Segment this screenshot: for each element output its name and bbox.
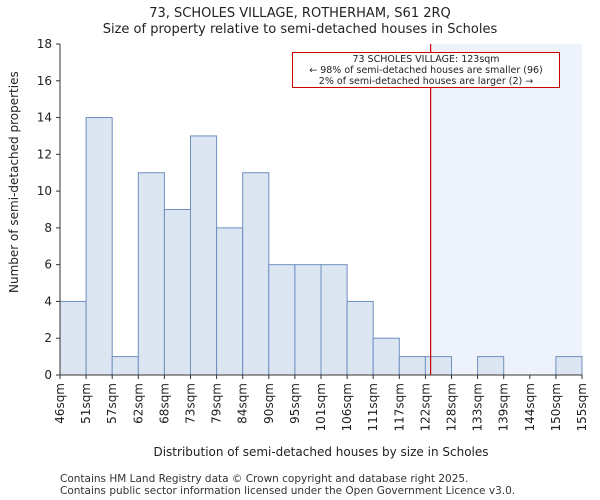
bar xyxy=(59,300,87,376)
x-tick-label: 79sqm xyxy=(210,383,224,424)
x-tick-label: 62sqm xyxy=(131,383,145,424)
bar xyxy=(137,172,165,376)
x-tick-label: 57sqm xyxy=(105,383,119,424)
y-tick-label: 8 xyxy=(44,221,52,235)
x-tick-label: 155sqm xyxy=(575,383,589,431)
annotation-line-3: 2% of semi-detached houses are larger (2… xyxy=(318,76,534,87)
y-tick-label: 14 xyxy=(37,111,52,125)
bar xyxy=(372,337,400,376)
chart-title: 73, SCHOLES VILLAGE, ROTHERHAM, S61 2RQ xyxy=(149,6,451,21)
x-tick-label: 144sqm xyxy=(523,383,537,431)
bar xyxy=(163,209,191,376)
bar xyxy=(346,300,374,376)
y-tick-label: 0 xyxy=(44,368,52,382)
bar xyxy=(268,264,296,376)
y-tick-label: 10 xyxy=(37,184,52,198)
x-tick-label: 101sqm xyxy=(314,383,328,431)
chart-subtitle: Size of property relative to semi-detach… xyxy=(102,22,498,37)
x-tick-label: 73sqm xyxy=(184,383,198,424)
x-tick-label: 68sqm xyxy=(157,383,171,424)
annotation-line-1: 73 SCHOLES VILLAGE: 123sqm xyxy=(352,54,500,65)
x-tick-label: 133sqm xyxy=(471,383,485,431)
bar xyxy=(424,356,452,376)
x-tick-label: 117sqm xyxy=(392,383,406,431)
y-tick-label: 6 xyxy=(44,258,52,272)
x-tick-label: 128sqm xyxy=(445,383,459,431)
annotation-line-2: ← 98% of semi-detached houses are smalle… xyxy=(309,65,543,76)
y-tick-label: 4 xyxy=(44,294,52,308)
x-tick-label: 51sqm xyxy=(79,383,93,424)
x-tick-label: 106sqm xyxy=(340,383,354,431)
bar xyxy=(398,356,426,376)
footer-line-2: Contains public sector information licen… xyxy=(60,485,516,497)
bar xyxy=(294,264,322,376)
y-tick-label: 2 xyxy=(44,331,52,345)
bar xyxy=(111,356,139,376)
bar xyxy=(216,227,244,376)
bar xyxy=(190,135,218,376)
x-tick-label: 95sqm xyxy=(288,383,302,424)
y-tick-label: 18 xyxy=(37,37,52,51)
x-tick-label: 139sqm xyxy=(497,383,511,431)
x-tick-label: 46sqm xyxy=(53,383,67,424)
bar xyxy=(555,356,583,376)
y-axis-label: Number of semi-detached properties xyxy=(7,71,21,293)
x-axis-label: Distribution of semi-detached houses by … xyxy=(153,445,489,459)
bar xyxy=(85,117,113,376)
x-tick-label: 150sqm xyxy=(549,383,563,431)
highlight-region xyxy=(430,44,582,375)
annotation-box: 73 SCHOLES VILLAGE: 123sqm ← 98% of semi… xyxy=(292,52,560,88)
x-tick-label: 90sqm xyxy=(262,383,276,424)
bar xyxy=(320,264,348,376)
x-tick-label: 122sqm xyxy=(418,383,432,431)
y-tick-label: 16 xyxy=(37,74,52,88)
bar xyxy=(242,172,270,376)
y-tick-label: 12 xyxy=(37,147,52,161)
footer-line-1: Contains HM Land Registry data © Crown c… xyxy=(60,473,469,485)
x-tick-label: 84sqm xyxy=(236,383,250,424)
x-tick-label: 111sqm xyxy=(366,383,380,431)
bar xyxy=(477,356,505,376)
